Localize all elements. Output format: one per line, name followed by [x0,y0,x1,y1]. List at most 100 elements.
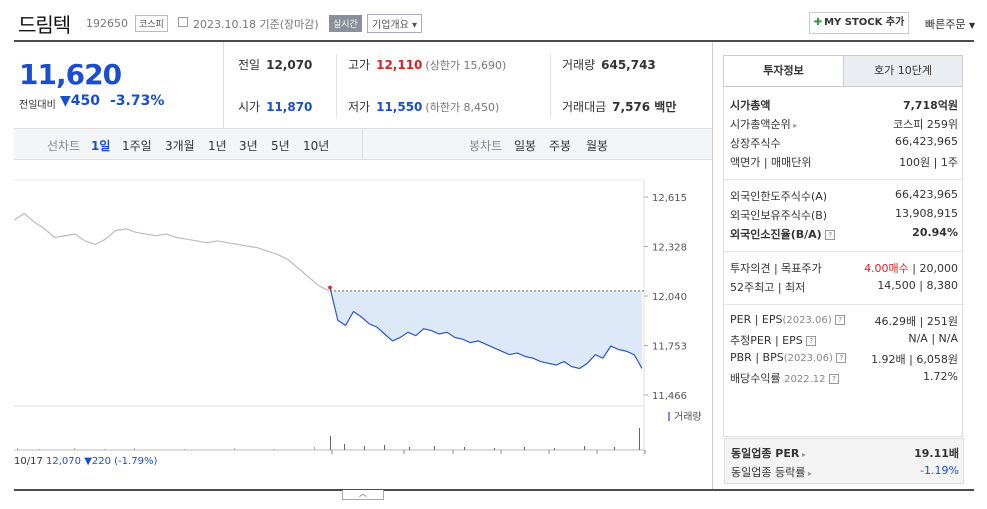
stat-value: 645,743 [601,58,656,72]
date-text: 2023.10.18 기준(장마감) [193,18,319,31]
volume-bar [409,447,410,450]
stat-value: 11,870 [266,100,313,114]
row-industry-change: 동일업종 등락률 ▸ -1.19% [731,464,959,480]
tab-candle-weekly[interactable]: 주봉 [549,139,572,153]
change-label: 전일대비 [19,100,56,111]
stat-open: 시가 11,870 [238,98,312,115]
row-label-text: 추정PER | EPS [730,334,803,347]
volume-legend-label: 거래량 [674,411,702,423]
tab-candle-monthly[interactable]: 월봉 [586,139,609,153]
tab-period-1y[interactable]: 1년 [208,139,227,153]
today-price-line [329,287,643,370]
stock-name: 드림텍 [18,13,71,37]
realtime-button[interactable]: 실시간 [329,15,362,32]
down-triangle-icon: ▼ [84,456,92,467]
volume-bar [74,448,75,450]
opinion-value: 4.00매수 [864,262,909,275]
below-reference-area [330,287,642,369]
tab-period-10y[interactable]: 10년 [303,139,330,153]
help-icon[interactable]: ? [835,315,846,325]
row-label: 투자의견 | 목표주가 [730,262,822,275]
down-triangle-icon: ▼ [60,93,71,109]
row-value: N/A | N/A [908,332,958,345]
row-label-text: 외국인소진율(B/A) [730,228,822,241]
footer-prev-info: 12,070 ▼220 (-1.79%) [46,456,157,467]
tab-orderbook-10[interactable]: 호가 10단계 [843,56,962,86]
header-divider [14,40,974,42]
row-value: 4.00매수 | 20,000 [864,262,958,275]
prev-day-line [14,212,330,292]
row-label: 외국인보유주식수(B) [730,209,828,222]
row-label-text: 배당수익률 [730,372,781,385]
row-label-text: PBR | BPS [730,351,784,364]
volume-bar [494,448,495,450]
row-value: -1.19% [920,464,959,477]
arrow-right-icon: ▸ [805,469,812,478]
change-value: ▼450 [60,93,100,109]
section-divider [724,304,962,305]
stat-volume: 거래량 645,743 [562,56,656,73]
tab-period-1w[interactable]: 1주일 [122,139,152,153]
stat-label: 거래대금 [562,100,607,114]
row-value: 20.94% [912,226,958,239]
arrow-right-icon: ▸ [799,450,806,459]
help-icon[interactable]: ? [825,230,836,240]
row-value: 14,500 | 8,380 [877,279,958,292]
row-value: 66,423,965 [895,188,958,201]
row-label: 배당수익률 2022.12 ? [730,370,839,386]
stat-divider [336,54,337,118]
row-label: 시가총액 [730,97,770,113]
row-market-cap: 시가총액 7,718억원 [730,97,958,113]
my-stock-add-button[interactable]: ✚ MY STOCK 추가 [809,12,909,34]
right-panel-tabs: 투자정보 호가 10단계 [723,55,963,87]
row-label: 추정PER | EPS ? [730,332,817,348]
tab-candle-daily[interactable]: 일봉 [514,139,537,153]
stat-divider [550,54,551,118]
price-chart[interactable]: 12,61512,32812,04011,75311,466거래량10/1810… [14,160,712,490]
help-icon[interactable]: ? [836,353,847,363]
row-label-text: PER | EPS [730,313,783,326]
right-panel: 투자정보 호가 10단계 시가총액 7,718억원 시가총액순위 ▸ 코스피 259… [712,42,974,489]
volume-bar [17,448,18,450]
tab-period-3y[interactable]: 3년 [239,139,258,153]
line-chart-caption: 선차트 [47,139,81,153]
volume-bar [614,447,615,450]
row-label: 상장주식수 [730,137,781,150]
tab-period-3m[interactable]: 3개월 [165,139,195,153]
row-label-text: 동일업종 PER [731,447,800,460]
y-tick-label: 11,753 [652,342,687,353]
company-info-dropdown[interactable]: 기업개요 ▾ [367,14,423,33]
lower-limit: (하한가 8,450) [425,101,500,114]
row-label: 외국인소진율(B/A) ? [730,226,836,242]
quick-order-dropdown[interactable]: 빠른주문 ▼ [925,16,975,32]
row-pbr-bps: PBR | BPS(2023.06) ? 1.92배 | 6,058원 [730,351,958,367]
tab-period-1d[interactable]: 1일 [91,139,111,153]
row-per-eps: PER | EPS(2023.06) ? 46.29배 | 251원 [730,313,958,329]
tab-invest-info[interactable]: 투자정보 [724,56,843,86]
footer-prev-change: 220 [91,456,111,467]
volume-bar [134,448,135,450]
volume-bar [344,444,345,450]
industry-box: 동일업종 PER ▸ 19.11배 동일업종 등락률 ▸ -1.19% [724,438,964,484]
help-icon[interactable]: ? [828,374,839,384]
help-icon[interactable]: ? [806,336,817,346]
volume-bar [434,446,435,450]
volume-bar [384,445,385,450]
collapse-toggle-button[interactable]: ︿ [342,490,384,500]
row-opinion-target: 투자의견 | 목표주가 4.00매수 | 20,000 [730,260,958,276]
stat-value: 12,070 [266,58,313,72]
stat-prev-close: 전일 12,070 [238,56,312,73]
stat-label: 고가 [348,58,371,72]
tab-period-5y[interactable]: 5년 [271,139,290,153]
change-amount: 450 [70,93,101,109]
open-marker [328,285,332,290]
volume-bar [524,447,525,450]
volume-bar [364,446,365,450]
volume-bar [464,447,465,450]
row-value: 100원 | 1주 [899,156,958,169]
stat-label: 저가 [348,100,371,114]
row-value: 7,718억원 [902,99,958,112]
row-label: 동일업종 PER ▸ [731,445,806,461]
row-label: PBR | BPS(2023.06) ? [730,351,847,364]
stat-value: 12,110 [376,58,423,72]
